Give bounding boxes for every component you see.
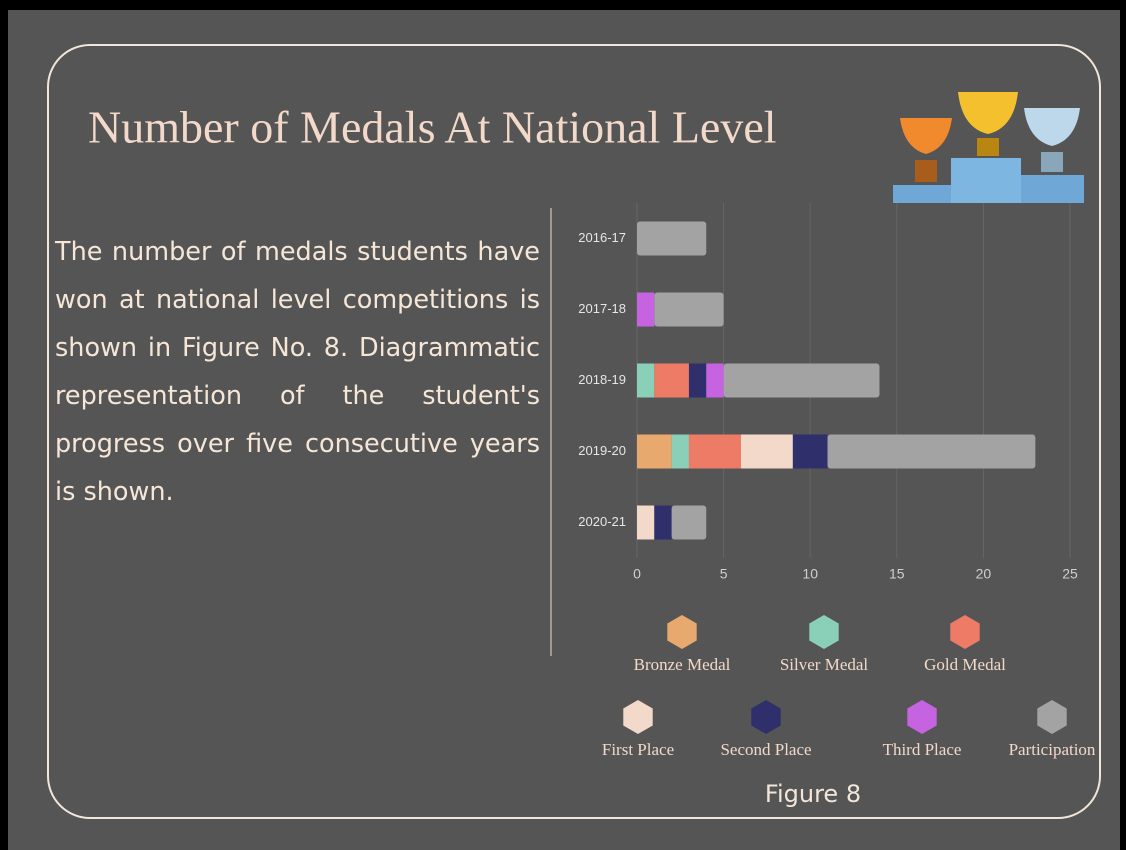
bar-segment xyxy=(654,363,689,398)
trophy-illustration xyxy=(893,92,1084,203)
y-tick-label: 2018-19 xyxy=(578,372,626,387)
legend-swatch xyxy=(907,700,937,734)
bar-segment xyxy=(723,363,880,398)
x-tick-label: 15 xyxy=(889,566,905,582)
bar-segment xyxy=(637,434,672,469)
y-tick-label: 2016-17 xyxy=(578,230,626,245)
bar-segment xyxy=(671,505,707,540)
caption: Figure 8 xyxy=(765,780,861,808)
bar-segment xyxy=(740,434,793,469)
legend-swatch xyxy=(667,615,697,649)
y-tick-label: 2019-20 xyxy=(578,443,626,458)
bar-segment xyxy=(688,363,707,398)
bar-segment xyxy=(792,434,828,469)
legend-label: Participation xyxy=(1009,740,1096,759)
legend-label: Second Place xyxy=(720,740,811,759)
title: Number of Medals At National Level xyxy=(88,102,777,153)
y-tick-label: 2017-18 xyxy=(578,301,626,316)
bar-segment xyxy=(654,505,672,540)
legend-swatch xyxy=(623,700,653,734)
legend-swatch xyxy=(1037,700,1067,734)
legend-label: Third Place xyxy=(883,740,962,759)
legend-swatch xyxy=(809,615,839,649)
legend-label: Bronze Medal xyxy=(634,655,731,674)
bar-segment xyxy=(637,363,655,398)
x-tick-label: 0 xyxy=(633,566,641,582)
bar-segment xyxy=(637,505,655,540)
x-tick-label: 5 xyxy=(720,566,728,582)
bar-segment xyxy=(706,363,724,398)
x-tick-label: 10 xyxy=(802,566,818,582)
legend-label: Silver Medal xyxy=(780,655,869,674)
description: The number of medals students have won a… xyxy=(55,237,540,507)
y-tick-label: 2020-21 xyxy=(578,514,626,529)
bar-segment xyxy=(637,292,655,327)
legend-swatch xyxy=(950,615,980,649)
bar-segment xyxy=(637,221,707,256)
bar-segment xyxy=(671,434,689,469)
legend-label: Gold Medal xyxy=(924,655,1006,674)
legend-label: First Place xyxy=(602,740,674,759)
bar-segment xyxy=(654,292,724,327)
frame xyxy=(47,44,1101,819)
legend-swatch xyxy=(751,700,781,734)
x-tick-label: 20 xyxy=(976,566,992,582)
bar-segment xyxy=(827,434,1036,469)
bar-segment xyxy=(688,434,741,469)
x-tick-label: 25 xyxy=(1062,566,1078,582)
